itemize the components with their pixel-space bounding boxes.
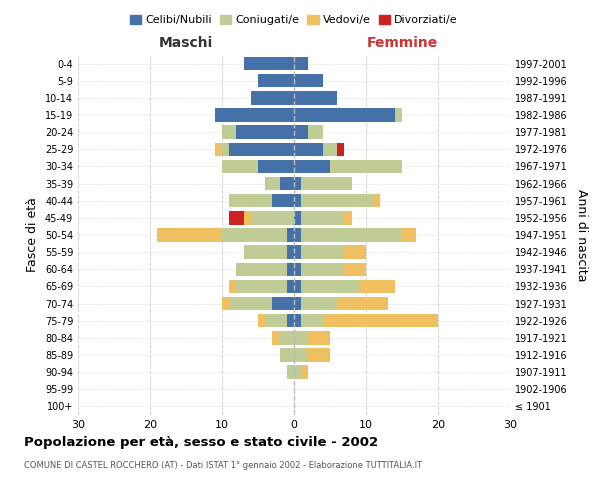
Bar bbox=[301, 211, 344, 224]
Bar bbox=[157, 228, 222, 241]
Bar bbox=[294, 228, 301, 241]
Bar bbox=[272, 194, 294, 207]
Bar bbox=[294, 297, 301, 310]
Bar bbox=[251, 91, 294, 104]
Bar bbox=[301, 280, 359, 293]
Bar bbox=[344, 262, 366, 276]
Text: Popolazione per età, sesso e stato civile - 2002: Popolazione per età, sesso e stato civil… bbox=[24, 436, 378, 449]
Bar bbox=[344, 246, 366, 259]
Bar bbox=[236, 280, 287, 293]
Bar bbox=[294, 348, 308, 362]
Bar bbox=[373, 194, 380, 207]
Bar bbox=[301, 194, 373, 207]
Bar bbox=[229, 211, 244, 224]
Bar bbox=[323, 314, 438, 328]
Text: COMUNE DI CASTEL ROCCHERO (AT) - Dati ISTAT 1° gennaio 2002 - Elaborazione TUTTI: COMUNE DI CASTEL ROCCHERO (AT) - Dati IS… bbox=[24, 462, 422, 470]
Bar bbox=[236, 262, 287, 276]
Bar bbox=[287, 314, 294, 328]
Bar bbox=[244, 246, 287, 259]
Bar bbox=[301, 366, 308, 379]
Bar bbox=[258, 74, 294, 88]
Bar bbox=[395, 108, 402, 122]
Bar bbox=[280, 177, 294, 190]
Bar bbox=[287, 246, 294, 259]
Bar bbox=[301, 297, 337, 310]
Bar bbox=[229, 194, 272, 207]
Bar bbox=[294, 91, 337, 104]
Bar bbox=[308, 126, 323, 139]
Bar bbox=[301, 262, 344, 276]
Bar bbox=[294, 194, 301, 207]
Bar bbox=[287, 228, 294, 241]
Bar bbox=[244, 211, 251, 224]
Bar bbox=[337, 142, 344, 156]
Bar bbox=[287, 262, 294, 276]
Y-axis label: Fasce di età: Fasce di età bbox=[26, 198, 39, 272]
Bar bbox=[222, 160, 258, 173]
Bar bbox=[294, 280, 301, 293]
Bar bbox=[272, 297, 294, 310]
Bar bbox=[323, 142, 337, 156]
Bar bbox=[294, 57, 308, 70]
Bar bbox=[222, 142, 229, 156]
Bar bbox=[229, 297, 272, 310]
Bar bbox=[294, 211, 301, 224]
Bar bbox=[287, 280, 294, 293]
Bar bbox=[215, 108, 294, 122]
Bar bbox=[402, 228, 416, 241]
Bar bbox=[280, 348, 294, 362]
Bar bbox=[330, 160, 402, 173]
Legend: Celibi/Nubili, Coniugati/e, Vedovi/e, Divorziati/e: Celibi/Nubili, Coniugati/e, Vedovi/e, Di… bbox=[126, 10, 462, 30]
Bar bbox=[308, 331, 330, 344]
Bar bbox=[294, 160, 330, 173]
Bar bbox=[258, 314, 265, 328]
Bar bbox=[265, 314, 287, 328]
Bar bbox=[301, 246, 344, 259]
Bar bbox=[215, 142, 222, 156]
Y-axis label: Anni di nascita: Anni di nascita bbox=[575, 188, 587, 281]
Bar bbox=[294, 314, 301, 328]
Bar bbox=[258, 160, 294, 173]
Bar bbox=[265, 177, 280, 190]
Bar bbox=[359, 280, 395, 293]
Bar bbox=[294, 366, 301, 379]
Bar bbox=[301, 177, 352, 190]
Bar bbox=[301, 228, 402, 241]
Bar bbox=[229, 142, 294, 156]
Bar bbox=[222, 297, 229, 310]
Bar bbox=[294, 142, 323, 156]
Bar bbox=[344, 211, 352, 224]
Bar bbox=[272, 331, 280, 344]
Bar bbox=[337, 297, 388, 310]
Bar bbox=[222, 228, 287, 241]
Bar bbox=[244, 57, 294, 70]
Bar bbox=[294, 177, 301, 190]
Bar bbox=[294, 108, 395, 122]
Bar bbox=[294, 331, 308, 344]
Bar bbox=[294, 262, 301, 276]
Bar bbox=[251, 211, 294, 224]
Bar bbox=[294, 246, 301, 259]
Bar bbox=[287, 366, 294, 379]
Bar bbox=[280, 331, 294, 344]
Bar bbox=[301, 314, 323, 328]
Bar bbox=[222, 126, 236, 139]
Bar bbox=[294, 126, 308, 139]
Bar bbox=[308, 348, 330, 362]
Text: Femmine: Femmine bbox=[367, 36, 437, 50]
Text: Maschi: Maschi bbox=[159, 36, 213, 50]
Bar bbox=[294, 74, 323, 88]
Bar bbox=[229, 280, 236, 293]
Bar bbox=[236, 126, 294, 139]
